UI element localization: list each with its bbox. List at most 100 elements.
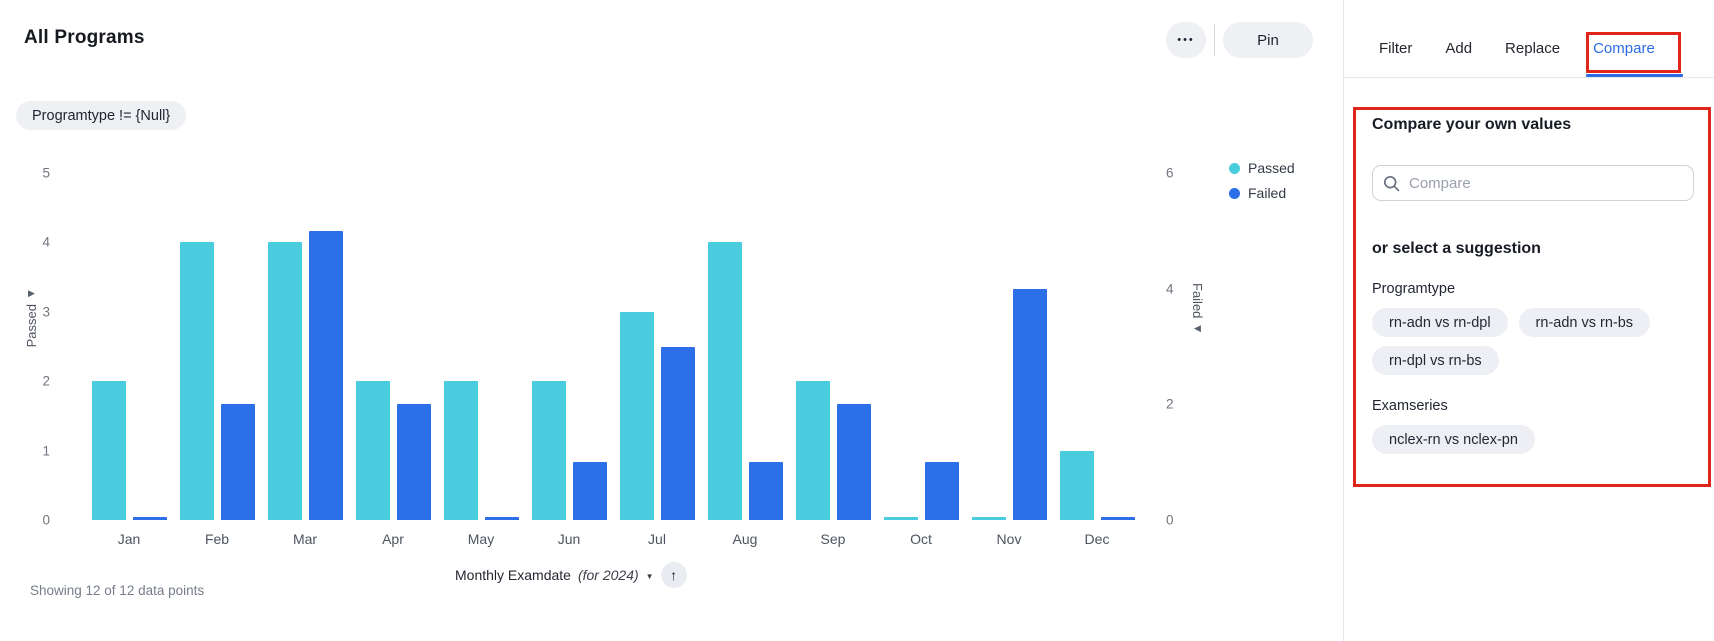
x-axis-label-sep: Sep	[820, 531, 846, 547]
bar-group-aug	[701, 173, 789, 520]
left-axis-tick: 3	[42, 304, 50, 320]
bar-group-jul	[613, 173, 701, 520]
x-axis-label-oct: Oct	[910, 531, 932, 547]
x-axis-labels: Jan Feb Mar Apr May Jun Jul Aug Sep Oct Nov Dec	[85, 531, 1141, 547]
right-axis-ticks: 0 2 4 6	[1166, 166, 1190, 527]
tab-compare[interactable]: Compare	[1591, 36, 1657, 61]
bar-group-apr	[349, 173, 437, 520]
bar-group-may	[437, 173, 525, 520]
x-axis-label-nov: Nov	[996, 531, 1022, 547]
bar-failed-jun[interactable]	[572, 462, 607, 520]
chevron-down-icon[interactable]: ▼	[645, 571, 654, 581]
suggestion-pill[interactable]: nclex-rn vs nclex-pn	[1372, 425, 1535, 454]
bar-passed-jan[interactable]	[91, 381, 126, 520]
bar-passed-dec[interactable]	[1059, 450, 1094, 520]
x-axis-label-feb: Feb	[204, 531, 230, 547]
bar-failed-dec[interactable]	[1100, 517, 1135, 520]
x-axis-field-suffix: (for 2024)	[577, 567, 639, 583]
left-axis-label: Passed	[24, 304, 39, 348]
bar-failed-apr[interactable]	[396, 404, 431, 520]
suggestion-group-label-programtype: Programtype	[1372, 281, 1456, 297]
x-axis-field-label[interactable]: Monthly Examdate	[455, 567, 571, 583]
legend-dot-passed	[1229, 162, 1240, 174]
bar-failed-mar[interactable]	[308, 230, 343, 520]
right-axis-title: Failed ◀	[1190, 283, 1205, 334]
suggestion-heading: or select a suggestion	[1372, 240, 1541, 257]
bar-group-nov	[965, 173, 1053, 520]
header-actions: ••• Pin	[1166, 22, 1313, 58]
left-axis-ticks: 0 1 2 3 4 5	[18, 166, 50, 527]
bar-passed-feb[interactable]	[179, 242, 214, 520]
suggestion-pills-programtype: rn-adn vs rn-dpl rn-adn vs rn-bs rn-dpl vs…	[1372, 308, 1682, 375]
bar-failed-may[interactable]	[484, 517, 519, 520]
active-tab-underline	[1586, 74, 1683, 77]
tab-filter[interactable]: Filter	[1377, 36, 1414, 61]
x-axis-control: Monthly Examdate (for 2024) ▼ ↑	[455, 562, 687, 588]
data-points-status: Showing 12 of 12 data points	[30, 583, 205, 598]
x-axis-label-may: May	[467, 531, 495, 547]
suggestion-pill[interactable]: rn-dpl vs rn-bs	[1372, 346, 1499, 375]
legend-dot-failed	[1229, 187, 1240, 199]
bar-passed-jul[interactable]	[619, 311, 654, 520]
bar-failed-oct[interactable]	[924, 462, 959, 520]
x-axis-label-dec: Dec	[1084, 531, 1110, 547]
left-axis-tick: 1	[42, 443, 50, 459]
right-axis-tick: 4	[1166, 281, 1174, 297]
plot-area	[85, 173, 1141, 520]
suggestion-pill[interactable]: rn-adn vs rn-bs	[1518, 308, 1651, 337]
bar-passed-nov[interactable]	[971, 517, 1006, 520]
bar-failed-feb[interactable]	[220, 404, 255, 520]
axis-direction-arrow-icon: ▶	[28, 288, 35, 298]
right-axis-tick: 0	[1166, 512, 1174, 528]
sort-ascending-button[interactable]: ↑	[660, 562, 687, 588]
bar-group-oct	[877, 173, 965, 520]
bar-passed-jun[interactable]	[531, 381, 566, 520]
left-axis-title: ▶ Passed	[24, 288, 39, 347]
bar-failed-jan[interactable]	[132, 517, 167, 520]
tabbar-border	[1344, 77, 1714, 78]
bar-passed-sep[interactable]	[795, 381, 830, 520]
bar-passed-aug[interactable]	[707, 242, 742, 520]
ellipsis-icon: •••	[1177, 34, 1195, 46]
pin-button[interactable]: Pin	[1223, 22, 1313, 58]
suggestion-pills-examseries: nclex-rn vs nclex-pn	[1372, 425, 1682, 454]
right-axis-label: Failed	[1190, 283, 1205, 319]
left-axis-tick: 2	[42, 373, 50, 389]
legend-label: Passed	[1248, 160, 1295, 176]
bar-passed-mar[interactable]	[267, 242, 302, 520]
compare-search-box[interactable]	[1372, 165, 1694, 201]
x-axis-label-jun: Jun	[557, 531, 581, 547]
x-axis-label-aug: Aug	[732, 531, 758, 547]
tab-replace[interactable]: Replace	[1503, 36, 1562, 61]
legend-label: Failed	[1248, 185, 1287, 201]
axis-direction-arrow-icon: ◀	[1194, 323, 1201, 334]
filter-pill[interactable]: Programtype != {Null}	[16, 101, 187, 130]
bar-failed-nov[interactable]	[1012, 288, 1047, 520]
bar-failed-jul[interactable]	[660, 346, 695, 520]
suggestion-groups: Programtype rn-adn vs rn-dpl rn-adn vs rn-…	[1372, 281, 1694, 454]
suggestion-group-label-examseries: Examseries	[1372, 398, 1448, 414]
chart-legend: Passed Failed	[1229, 160, 1295, 201]
bar-group-dec	[1053, 173, 1141, 520]
arrow-up-icon: ↑	[670, 567, 678, 583]
x-axis-label-jan: Jan	[117, 531, 141, 547]
suggestion-pill[interactable]: rn-adn vs rn-dpl	[1372, 308, 1508, 337]
compare-heading: Compare your own values	[1372, 116, 1572, 133]
more-options-button[interactable]: •••	[1166, 22, 1206, 58]
left-axis-tick: 5	[42, 165, 50, 181]
bar-passed-oct[interactable]	[883, 517, 918, 520]
x-axis-label-jul: Jul	[648, 531, 666, 547]
compare-panel: Compare your own values or select a sugg…	[1372, 116, 1694, 454]
left-axis-tick: 4	[42, 234, 50, 250]
bar-failed-sep[interactable]	[836, 404, 871, 520]
compare-search-input[interactable]	[1409, 174, 1683, 192]
header-divider	[1214, 24, 1215, 56]
bar-passed-may[interactable]	[443, 381, 478, 520]
bar-passed-apr[interactable]	[355, 381, 390, 520]
x-axis-label-apr: Apr	[382, 531, 404, 547]
bar-failed-aug[interactable]	[748, 462, 783, 520]
left-axis-tick: 0	[42, 512, 50, 528]
panel-divider	[1343, 0, 1344, 641]
tab-add[interactable]: Add	[1443, 36, 1474, 61]
